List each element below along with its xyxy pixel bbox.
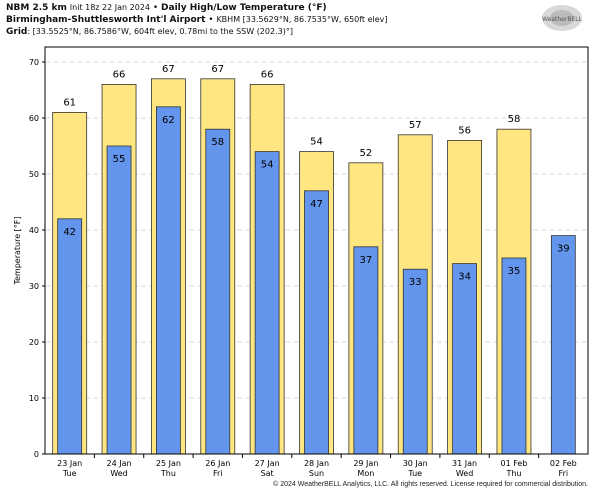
plot-frame (44, 46, 589, 455)
separator: • (150, 3, 162, 13)
low-bar (304, 190, 329, 455)
header-line-1: NBM 2.5 km Init 18z 22 Jan 2024 • Daily … (6, 3, 327, 13)
low-label: 58 (211, 137, 224, 148)
low-bar (156, 106, 181, 455)
grid-label: Grid (6, 27, 28, 37)
x-tick-label-date: 26 Jan (205, 459, 230, 468)
svg-text:WeatherBELL: WeatherBELL (542, 16, 583, 23)
x-tick-label-date: 28 Jan (304, 459, 329, 468)
weatherbell-logo: WeatherBELL (542, 5, 583, 31)
low-bar (205, 128, 231, 455)
x-tick-label-day: Fri (213, 469, 223, 478)
low-label: 54 (261, 160, 274, 171)
low-label: 62 (162, 115, 175, 126)
low-bar (254, 151, 280, 455)
x-tick-label-day: Mon (357, 469, 374, 478)
low-label: 35 (508, 266, 521, 277)
low-bar (501, 257, 527, 455)
y-tick-label: 0 (34, 450, 39, 459)
station-name: Birmingham-Shuttlesworth Int'l Airport (6, 15, 206, 25)
x-tick-label-day: Thu (160, 469, 176, 478)
x-tick-label-day: Tue (62, 469, 77, 478)
low-bar (106, 145, 132, 455)
y-tick-label: 20 (29, 338, 39, 347)
high-label: 57 (409, 120, 422, 131)
high-label: 61 (63, 97, 76, 108)
x-tick-label-date: 24 Jan (107, 459, 132, 468)
low-label: 34 (458, 272, 471, 283)
x-tick-label-date: 29 Jan (353, 459, 378, 468)
x-tick-label-date: 27 Jan (255, 459, 280, 468)
x-tick-label-day: Wed (456, 469, 473, 478)
low-label: 47 (310, 199, 323, 210)
high-label: 66 (261, 69, 274, 80)
y-tick-label: 60 (29, 114, 39, 123)
y-tick-label: 30 (29, 282, 39, 291)
x-tick-label-date: 01 Feb (501, 459, 528, 468)
low-bar (550, 235, 576, 455)
low-label: 39 (557, 244, 570, 255)
y-tick-label: 40 (29, 226, 39, 235)
x-tick-label-date: 23 Jan (57, 459, 82, 468)
high-label: 56 (458, 125, 471, 136)
low-bar (353, 246, 379, 455)
station-info: KBHM [33.5629°N, 86.7535°W, 650ft elev] (216, 15, 388, 24)
low-label: 55 (113, 154, 126, 165)
high-label: 54 (310, 137, 323, 148)
header-line-2: Birmingham-Shuttlesworth Int'l Airport •… (6, 15, 388, 25)
high-label: 67 (162, 64, 175, 75)
high-label: 67 (211, 64, 224, 75)
grid-info: : [33.5525°N, 86.7586°W, 604ft elev, 0.7… (27, 27, 293, 36)
x-tick-label-date: 31 Jan (452, 459, 477, 468)
header-line-3: Grid: [33.5525°N, 86.7586°W, 604ft elev,… (6, 27, 293, 37)
x-tick-label-day: Wed (110, 469, 127, 478)
x-tick-label-day: Fri (559, 469, 569, 478)
model-name: NBM 2.5 km (6, 3, 67, 13)
x-tick-label-date: 02 Feb (550, 459, 577, 468)
init-time: Init 18z 22 Jan 2024 (69, 3, 151, 12)
chart-title: Daily High/Low Temperature (°F) (161, 3, 327, 13)
x-tick-label-day: Tue (407, 469, 422, 478)
low-bar (57, 218, 83, 455)
high-label: 52 (359, 148, 372, 159)
y-axis-label: Temperature [°F] (13, 216, 22, 285)
x-tick-label-day: Sat (261, 469, 274, 478)
high-label: 58 (508, 114, 521, 125)
x-tick-label-date: 25 Jan (156, 459, 181, 468)
y-tick-label: 50 (29, 170, 39, 179)
x-tick-label-day: Sun (309, 469, 324, 478)
low-label: 33 (409, 277, 422, 288)
low-bar (452, 263, 477, 455)
y-tick-label: 70 (29, 58, 39, 67)
copyright-footer: © 2024 WeatherBELL Analytics, LLC. All r… (273, 481, 588, 488)
high-label: 66 (113, 69, 126, 80)
y-tick-label: 10 (29, 394, 39, 403)
low-label: 42 (63, 227, 76, 238)
low-label: 37 (359, 255, 372, 266)
x-tick-label-date: 30 Jan (403, 459, 428, 468)
low-bar (402, 268, 428, 455)
x-tick-label-day: Thu (505, 469, 521, 478)
